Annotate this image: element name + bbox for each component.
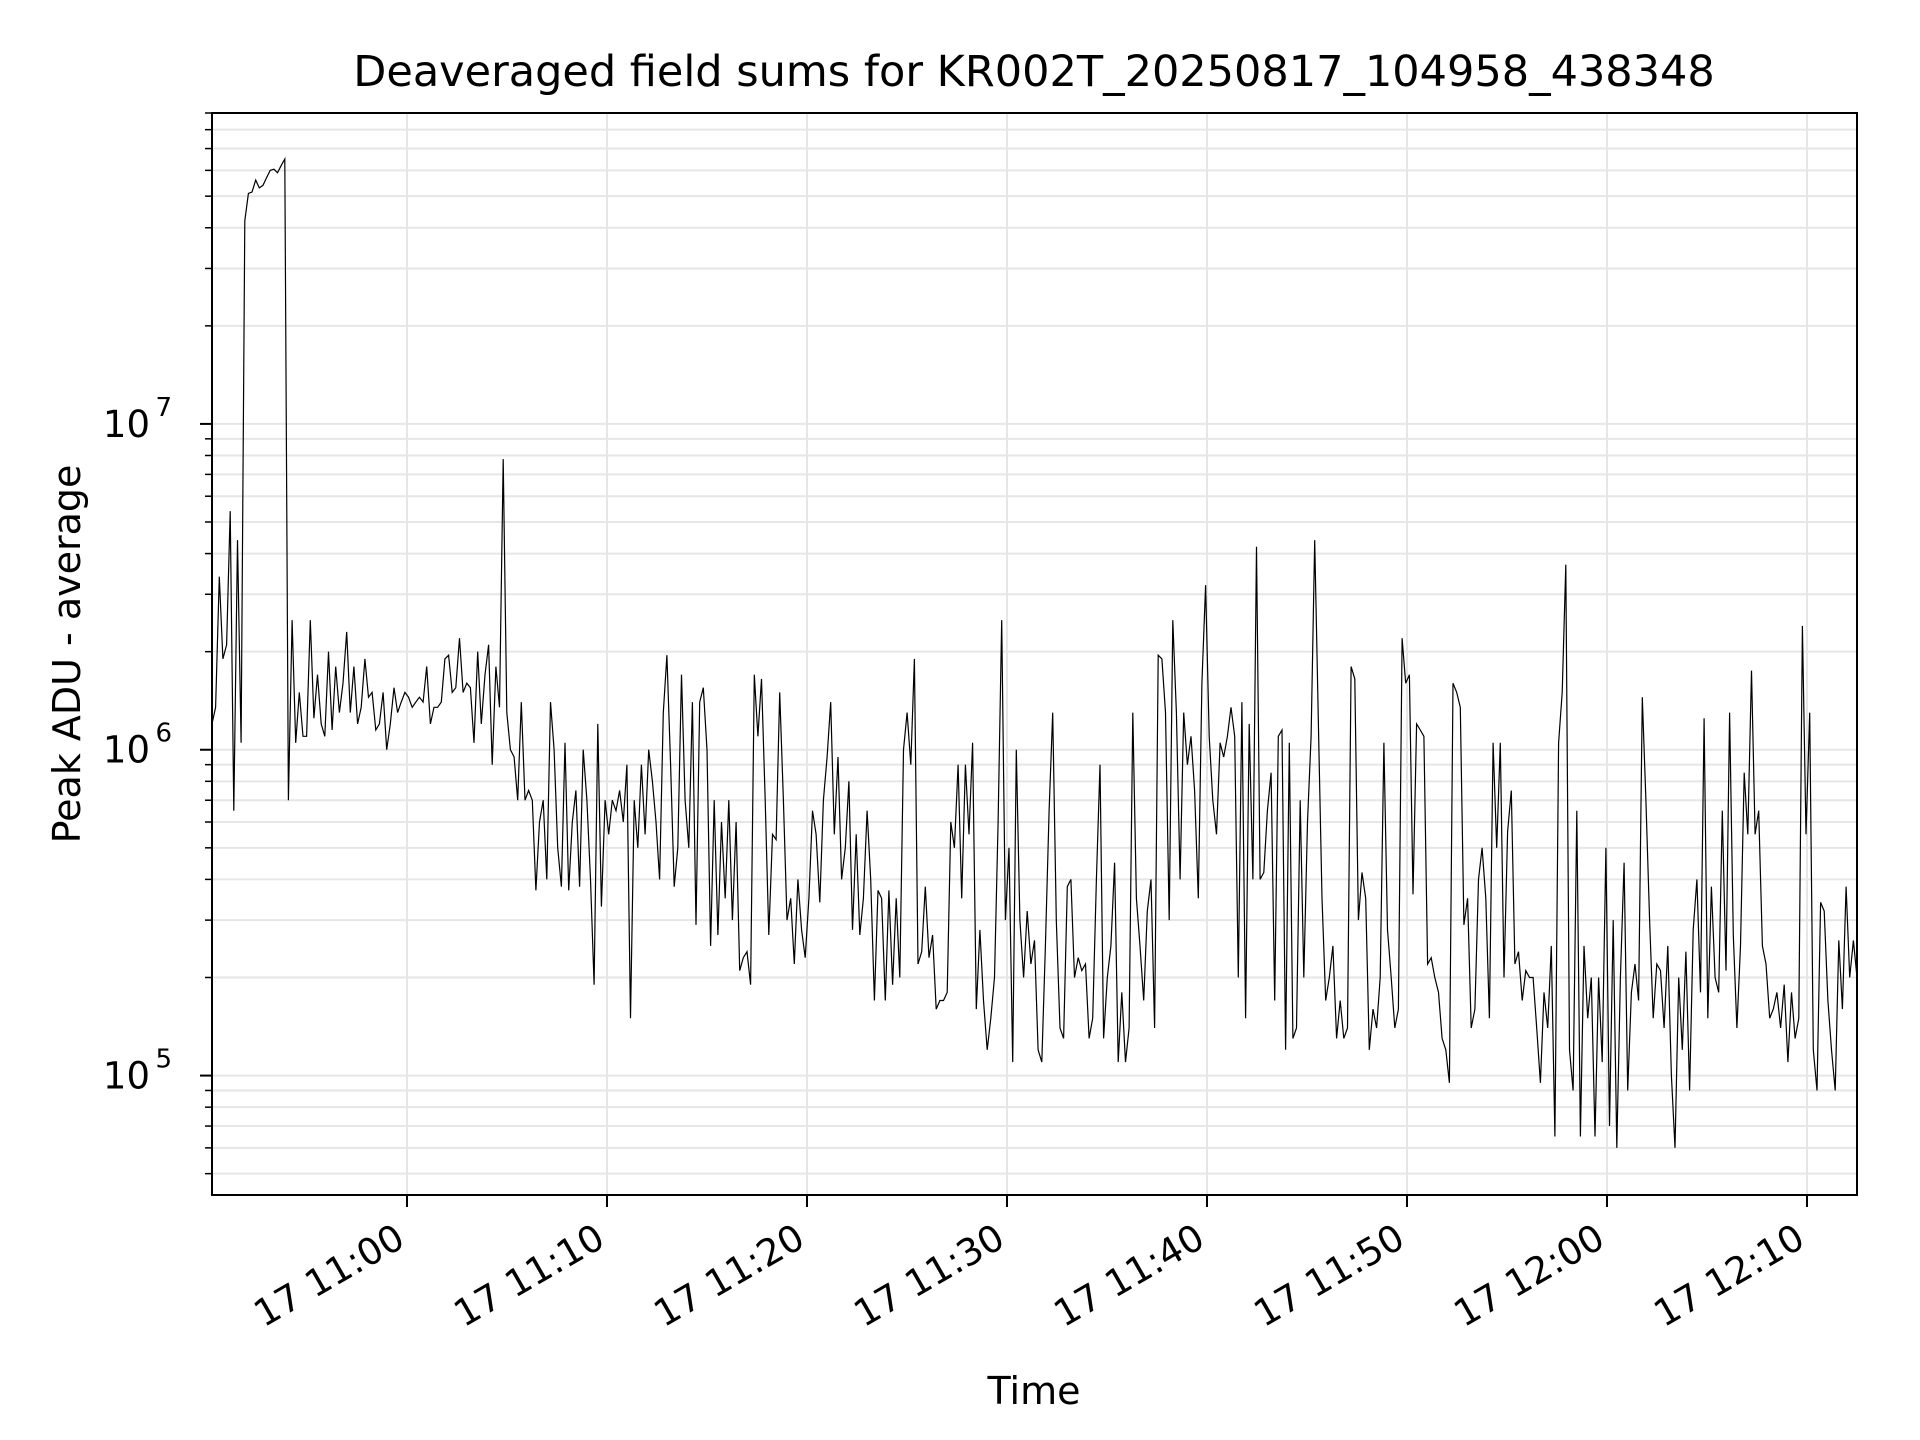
x-axis-label: Time [987, 1369, 1081, 1413]
y-tick-exponent: 7 [155, 393, 172, 423]
y-tick-label: 10 [103, 403, 150, 446]
y-tick-label: 10 [103, 729, 150, 772]
y-tick-exponent: 5 [155, 1045, 172, 1075]
y-axis-label: Peak ADU - average [45, 465, 89, 844]
chart-title: Deaveraged field sums for KR002T_2025081… [353, 47, 1715, 97]
plot-frame [211, 112, 1858, 1196]
series-line [211, 156, 1858, 1148]
y-tick-exponent: 6 [155, 719, 172, 749]
y-tick-label: 10 [103, 1055, 150, 1098]
